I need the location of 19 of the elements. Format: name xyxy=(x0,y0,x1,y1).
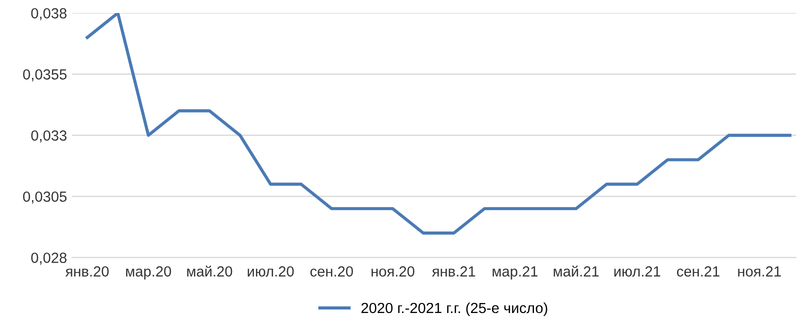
y-tick-label: 0,038 xyxy=(31,8,67,20)
x-tick-label: янв.20 xyxy=(65,266,109,277)
line-series xyxy=(86,13,792,235)
y-tick-label: 0,033 xyxy=(31,130,66,142)
y-tick-label: 0,0355 xyxy=(23,69,67,82)
x-tick-label: сен.21 xyxy=(677,266,720,277)
y-tick-label: 0,028 xyxy=(31,252,67,265)
x-tick-label: мар.20 xyxy=(126,266,172,280)
x-tick-label: май.20 xyxy=(187,266,232,277)
x-tick-label: мар.21 xyxy=(492,266,538,280)
x-tick-label: июл.21 xyxy=(614,266,660,277)
x-tick-label: ноя.20 xyxy=(372,266,414,277)
y-tick-label: 0,0305 xyxy=(23,192,67,204)
x-tick-label: янв.21 xyxy=(432,266,476,276)
legend-label: 2020 г.-2021 г.г. (25-е число) xyxy=(361,302,548,316)
x-tick-label: июл.20 xyxy=(248,266,294,277)
x-tick-label: сен.20 xyxy=(310,266,353,277)
x-tick-label: ноя.21 xyxy=(738,266,781,277)
x-tick-label: май.21 xyxy=(554,266,599,277)
